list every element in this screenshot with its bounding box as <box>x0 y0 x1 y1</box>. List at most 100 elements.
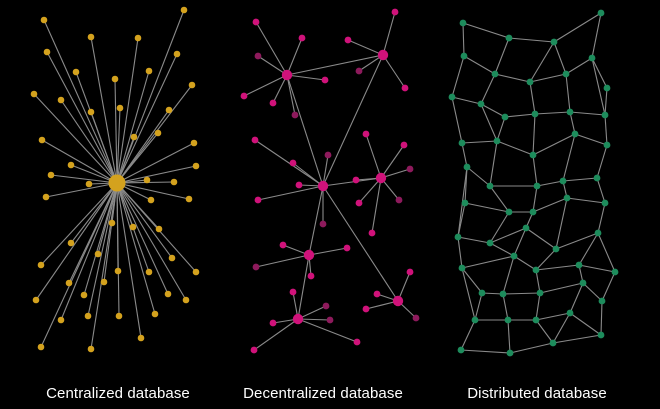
decentralized-hub <box>281 69 293 81</box>
distributed-edge <box>462 22 510 39</box>
distributed-edge <box>566 197 606 204</box>
decentralized-node <box>373 290 381 298</box>
distributed-node <box>571 130 579 138</box>
centralized-edge <box>40 182 118 348</box>
centralized-edge <box>116 165 197 184</box>
centralized-edge <box>50 174 118 184</box>
decentralized-edge <box>257 55 288 76</box>
distributed-edge <box>460 349 511 354</box>
distributed-edge <box>553 41 567 75</box>
distributed-node <box>566 309 574 317</box>
distributed-node <box>471 316 479 324</box>
centralized-node <box>147 196 155 204</box>
decentralized-edge <box>254 139 324 187</box>
decentralized-edge <box>272 74 288 104</box>
centralized-network <box>30 6 200 353</box>
distributed-edge <box>539 282 584 294</box>
centralized-edge <box>60 99 118 184</box>
distributed-edge <box>489 227 527 244</box>
distributed-edge <box>496 140 534 156</box>
distributed-node <box>454 233 462 241</box>
centralized-node <box>143 176 151 184</box>
distributed-edge <box>591 57 608 89</box>
centralized-edge <box>114 78 118 184</box>
decentralized-node <box>391 8 399 16</box>
decentralized-edge <box>397 271 411 302</box>
decentralized-edge <box>308 247 348 256</box>
decentralized-edge <box>286 74 296 116</box>
decentralized-node <box>307 272 315 280</box>
distributed-node <box>552 245 560 253</box>
centralized-hub <box>108 174 126 192</box>
decentralized-edge <box>255 21 288 76</box>
distributed-edge <box>534 111 571 115</box>
distributed-edge <box>466 166 491 187</box>
distributed-node <box>499 290 507 298</box>
centralized-node <box>111 75 119 83</box>
distributed-edge <box>532 197 568 213</box>
decentralized-node <box>254 196 262 204</box>
decentralized-edge <box>257 185 324 201</box>
centralized-edge <box>116 84 193 184</box>
centralized-node <box>42 193 50 201</box>
distributed-edge <box>481 292 504 295</box>
centralized-edge <box>116 182 169 295</box>
distributed-edge <box>604 87 608 116</box>
distributed-node <box>486 182 494 190</box>
distributed-edge <box>600 300 603 336</box>
decentralized-node <box>322 302 330 310</box>
distributed-edge <box>532 185 538 213</box>
decentralized-edge <box>322 154 329 187</box>
distributed-edge <box>529 81 536 115</box>
decentralized-node <box>252 263 260 271</box>
centralized-edge <box>46 51 118 184</box>
distributed-edge <box>535 292 541 321</box>
distributed-node <box>526 78 534 86</box>
centralized-node <box>108 219 116 227</box>
centralized-node <box>116 104 124 112</box>
centralized-edge <box>90 36 118 184</box>
centralized-node <box>87 33 95 41</box>
centralized-node <box>57 96 65 104</box>
distributed-edge <box>591 12 602 59</box>
decentralized-network <box>240 8 420 354</box>
distributed-edge <box>552 334 602 344</box>
centralized-node <box>155 225 163 233</box>
decentralized-hub-link <box>286 54 384 76</box>
distributed-node <box>598 297 606 305</box>
distributed-edge <box>569 111 576 135</box>
distributed-edge <box>461 267 476 321</box>
distributed-node <box>493 137 501 145</box>
distributed-node <box>603 141 611 149</box>
centralized-node <box>32 296 40 304</box>
centralized-node <box>129 223 137 231</box>
distributed-node <box>588 54 596 62</box>
distributed-edge <box>604 114 608 146</box>
decentralized-node <box>395 196 403 204</box>
decentralized-hub <box>317 180 329 192</box>
distributed-node <box>461 199 469 207</box>
decentralized-node <box>368 229 376 237</box>
distributed-edge <box>529 41 555 83</box>
decentralized-edge <box>365 133 382 179</box>
decentralized-node <box>400 141 408 149</box>
decentralized-node <box>406 268 414 276</box>
decentralized-edge <box>297 318 358 343</box>
decentralized-node <box>289 159 297 167</box>
distributed-edge <box>461 142 468 168</box>
decentralized-hub <box>377 49 389 61</box>
distributed-edge <box>553 12 602 43</box>
decentralized-node <box>355 67 363 75</box>
centralized-edge <box>87 182 118 317</box>
decentralized-node <box>324 151 332 159</box>
distributed-edge <box>552 312 571 344</box>
decentralized-node <box>252 18 260 26</box>
centralized-node <box>114 267 122 275</box>
centralized-edge <box>116 132 159 184</box>
distributed-node <box>458 139 466 147</box>
distributed-node <box>478 289 486 297</box>
distributed-node <box>563 194 571 202</box>
centralized-node <box>84 312 92 320</box>
distributed-edge <box>502 293 509 321</box>
distributed-node <box>559 177 567 185</box>
